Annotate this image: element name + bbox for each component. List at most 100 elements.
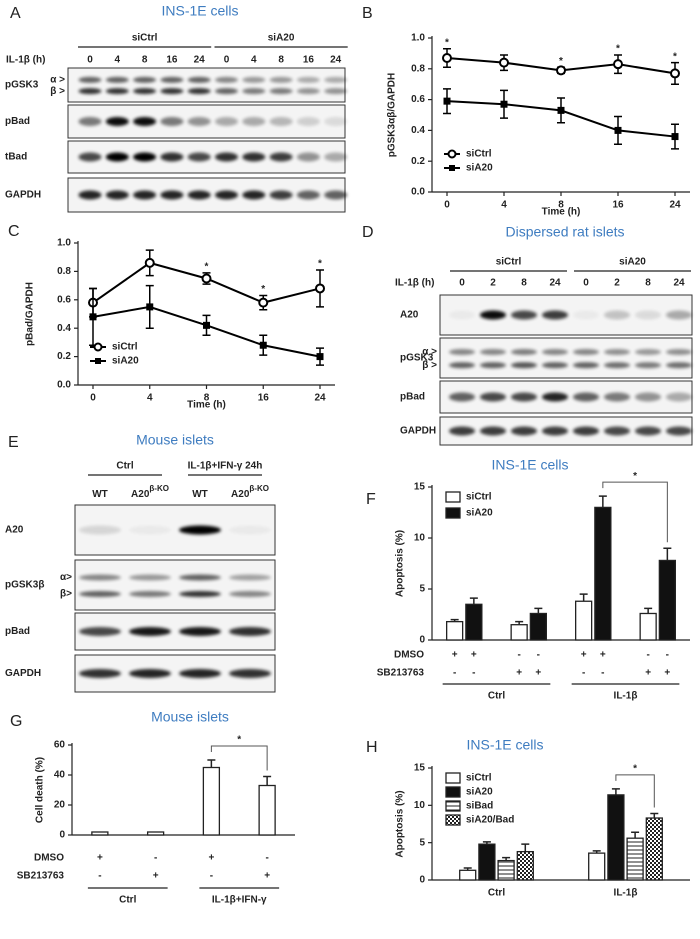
marker — [614, 126, 622, 134]
y-tick-label: 0.8 — [57, 266, 71, 277]
band-marker: α> — [60, 572, 72, 583]
band — [105, 88, 129, 95]
group-label: siCtrl — [132, 33, 158, 44]
lane-label-main: WT — [92, 489, 108, 500]
band — [229, 669, 271, 678]
marker — [316, 353, 324, 361]
band — [105, 117, 129, 126]
row-mark: - — [210, 871, 213, 882]
y-tick-label: 0.8 — [411, 63, 425, 74]
row-mark: + — [153, 871, 159, 882]
bar — [202, 766, 221, 836]
error-bar — [631, 831, 640, 839]
y-axis-label: Apoptosis (%) — [395, 790, 406, 857]
band — [448, 392, 476, 402]
band — [187, 152, 211, 162]
band — [510, 349, 538, 355]
bar — [588, 852, 606, 881]
significance-star: * — [616, 44, 620, 55]
row-mark: + — [452, 650, 458, 661]
band — [269, 152, 293, 162]
band — [479, 349, 507, 355]
band — [187, 117, 211, 126]
blot-box — [439, 337, 693, 379]
row-label: A20 — [5, 525, 24, 536]
band — [296, 152, 320, 162]
band — [105, 152, 129, 162]
row-label: SB213763 — [377, 668, 425, 679]
row-label: pGSK3 — [400, 353, 434, 364]
row-mark: - — [154, 853, 157, 864]
x-tick-label: 8 — [558, 200, 564, 211]
x-tick-label: 16 — [612, 200, 624, 211]
panel-letter: F — [366, 491, 376, 508]
band — [229, 627, 271, 636]
lane-label-main: A20 — [231, 489, 250, 500]
band — [215, 88, 238, 95]
row-label: pBad — [5, 116, 30, 127]
band — [572, 362, 600, 369]
band — [448, 362, 476, 369]
row-mark: + — [264, 871, 270, 882]
group-label: Ctrl — [116, 461, 133, 472]
legend-marker — [449, 165, 455, 171]
y-tick-label: 5 — [419, 584, 425, 595]
row-mark: - — [582, 668, 585, 679]
y-tick-label: 10 — [414, 533, 426, 544]
chart-title: Mouse islets — [151, 709, 229, 725]
legend-swatch — [445, 491, 461, 503]
band — [634, 362, 662, 369]
band-marker: β > — [50, 86, 65, 97]
y-tick-label: 0.6 — [411, 94, 425, 105]
lane-label-main: WT — [192, 489, 208, 500]
error-bar — [598, 495, 607, 508]
lane-label-sup: β-KO — [249, 484, 269, 493]
y-tick-label: 0 — [59, 830, 65, 841]
band — [324, 190, 348, 200]
band — [78, 117, 102, 126]
y-axis-label: pBad/GAPDH — [25, 282, 36, 346]
band — [448, 426, 476, 436]
band — [634, 392, 662, 402]
band — [541, 392, 569, 402]
band — [479, 310, 507, 320]
lane-label: 16 — [303, 55, 315, 66]
y-tick-label: 60 — [54, 740, 66, 751]
lane-label: 0 — [224, 55, 230, 66]
y-tick-label: 0.6 — [57, 294, 71, 305]
band — [324, 152, 348, 162]
band — [479, 392, 507, 402]
band — [572, 310, 600, 320]
marker — [670, 68, 680, 79]
group-label: siA20 — [619, 257, 646, 268]
significance-star: * — [237, 735, 241, 746]
lane-label: A20β-KO — [131, 484, 169, 500]
band — [510, 362, 538, 369]
lane-label: 24 — [673, 278, 685, 289]
legend-swatch — [445, 507, 461, 519]
row-label: DMSO — [394, 650, 424, 661]
marker — [259, 341, 267, 349]
lane-label: 8 — [142, 55, 148, 66]
lane-label: 16 — [166, 55, 178, 66]
y-tick-label: 5 — [419, 837, 425, 848]
panel-letter: D — [362, 224, 374, 241]
row-mark: + — [471, 650, 477, 661]
lane-label: WT — [92, 489, 108, 500]
lane-label: 4 — [251, 55, 257, 66]
band — [79, 591, 121, 597]
error-bar — [263, 775, 272, 786]
bar — [258, 784, 276, 836]
band — [187, 88, 211, 95]
y-tick-label: 15 — [414, 763, 426, 774]
y-tick-label: 0 — [419, 875, 425, 886]
band — [79, 525, 121, 535]
significance-star: * — [559, 56, 563, 67]
marker — [557, 106, 565, 114]
band — [510, 426, 538, 436]
band — [324, 117, 348, 126]
band — [541, 349, 569, 355]
band — [187, 76, 211, 83]
row-label: pGSK3β — [5, 580, 44, 591]
